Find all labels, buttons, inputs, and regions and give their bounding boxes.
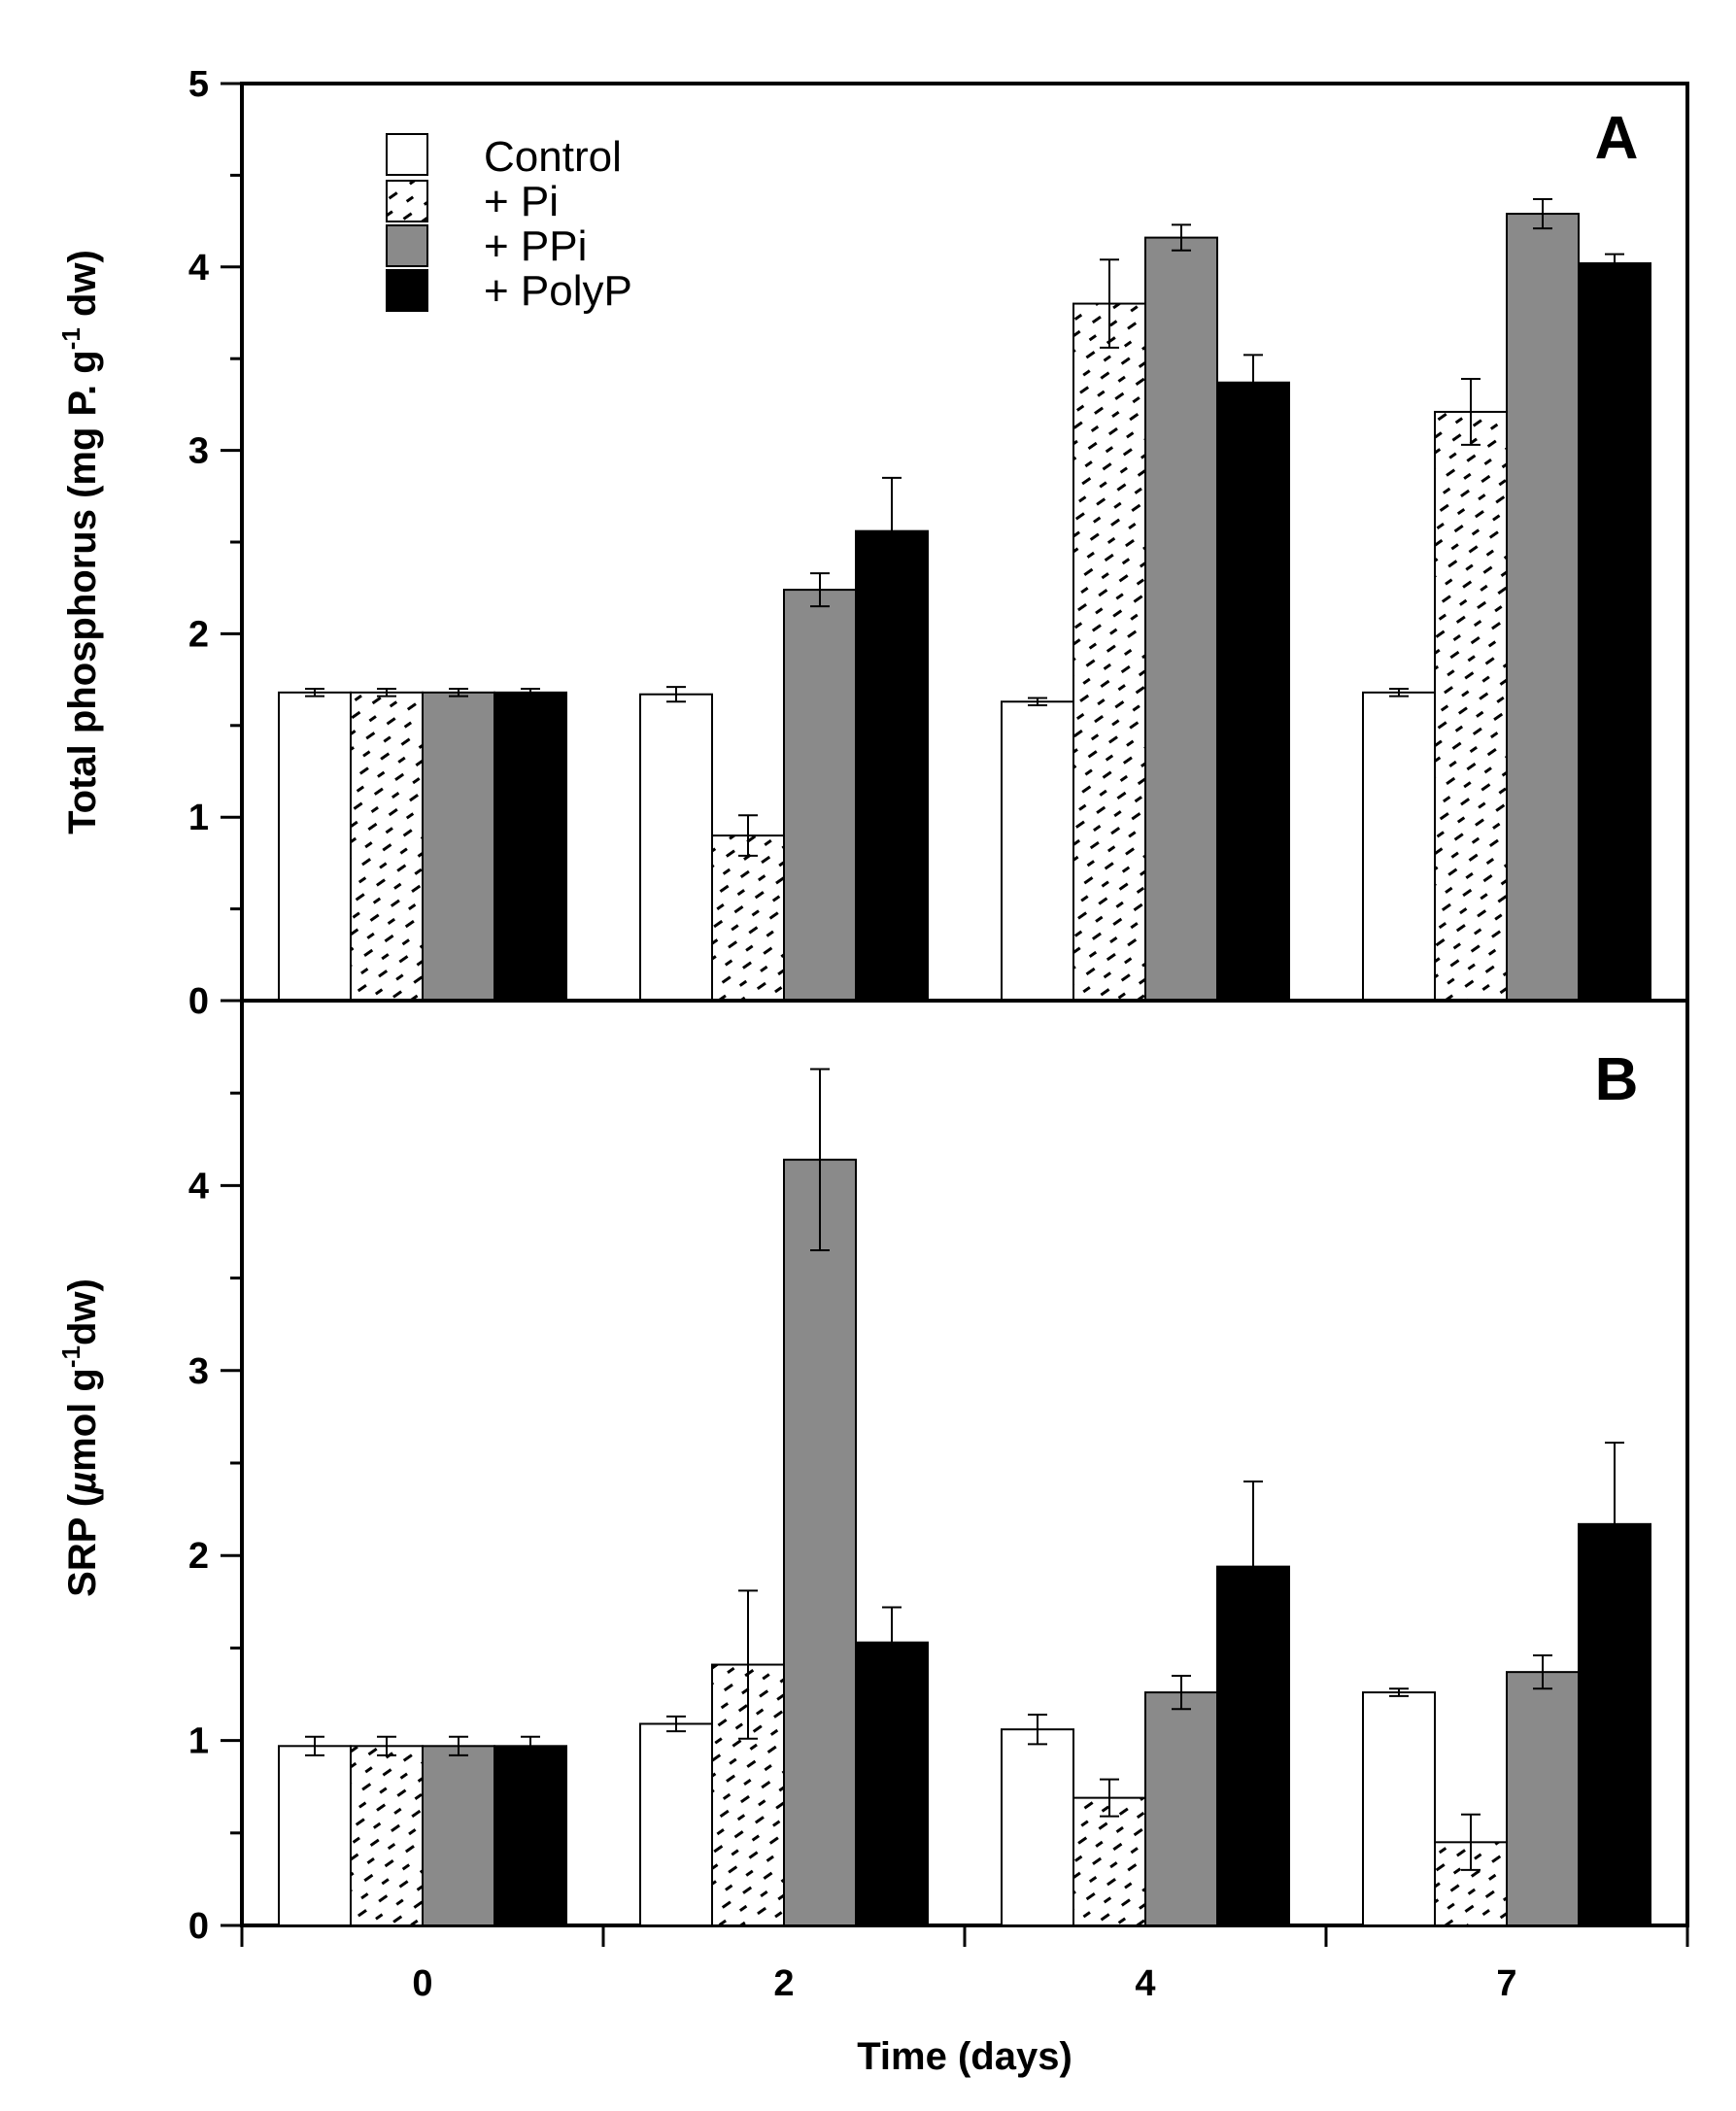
panel-b-label: B xyxy=(1595,1046,1639,1113)
panel-a-bar-ppi-day-0 xyxy=(422,691,495,1002)
panel-b-chart: 0 1 2 3 4 B SRP (µmol g-1dw) 0 2 4 7 Time (days… xyxy=(56,999,1689,2078)
panel-a-y-tick-label: 0 xyxy=(188,981,209,1022)
x-axis-title: Time (days) xyxy=(857,2035,1072,2078)
panel-a-bars xyxy=(278,197,1651,1003)
legend-label-control: Control xyxy=(484,133,622,181)
x-axis: 0 2 4 7 xyxy=(240,1925,1689,2004)
legend-item-polyp: + PolyP xyxy=(386,267,632,315)
panel-a-bar-control-day-2 xyxy=(639,693,713,1002)
panel-b-bar-pi-day-0 xyxy=(350,1745,424,1927)
panel-a-y-tick-label: 2 xyxy=(188,614,209,655)
panel-a-label: A xyxy=(1595,105,1639,172)
panel-b-y-tick-label: 0 xyxy=(188,1906,209,1947)
panel-b-bar-pi-day-4 xyxy=(1072,1796,1146,1927)
panel-a-bar-pi-day-7 xyxy=(1434,410,1508,1002)
panel-a-bar-pi-day-2 xyxy=(711,834,785,1003)
legend-swatch-polyp xyxy=(386,269,428,312)
panel-a-y-tick-label: 1 xyxy=(188,798,209,838)
panel-b-y-tick-label: 4 xyxy=(188,1166,209,1207)
x-tick-label-day-7: 7 xyxy=(1496,1963,1516,2004)
legend-item-control: Control xyxy=(386,133,622,181)
panel-b-y-tick-label: 2 xyxy=(188,1536,209,1577)
legend-item-pi: + Pi xyxy=(386,178,559,225)
x-tick-label-day-4: 4 xyxy=(1135,1963,1155,2004)
panel-b-y-axis: 0 1 2 3 4 xyxy=(188,999,242,1947)
panel-b-bar-polyp-day-2 xyxy=(855,1641,929,1926)
legend-label-ppi: + PPi xyxy=(484,222,587,270)
panel-b-bar-ppi-day-0 xyxy=(422,1745,495,1927)
x-tick-label-day-0: 0 xyxy=(412,1963,432,2004)
panel-a-y-axis-title: Total phosphorus (mg P. g-1 dw) xyxy=(56,250,104,834)
legend-item-ppi: + PPi xyxy=(386,222,587,270)
panel-a-y-tick-label: 3 xyxy=(188,431,209,472)
panel-a-bar-control-day-0 xyxy=(278,691,352,1002)
legend-label-polyp: + PolyP xyxy=(484,267,632,315)
panel-b-y-tick-label: 1 xyxy=(188,1721,209,1762)
panel-b-bar-polyp-day-0 xyxy=(494,1745,567,1927)
panel-b-bar-control-day-2 xyxy=(639,1722,713,1926)
panel-b-y-tick-label: 3 xyxy=(188,1351,209,1392)
panel-a-bar-control-day-7 xyxy=(1362,691,1436,1002)
panel-b-bar-control-day-4 xyxy=(1001,1728,1074,1927)
panel-b-bar-control-day-0 xyxy=(278,1745,352,1927)
panel-b-bar-ppi-day-2 xyxy=(783,1158,857,1926)
legend-swatch-ppi xyxy=(386,224,428,267)
panel-a-bar-polyp-day-7 xyxy=(1578,262,1651,1002)
x-tick-label-day-2: 2 xyxy=(773,1963,794,2004)
panel-a-bar-pi-day-0 xyxy=(350,691,424,1002)
legend: Control + Pi + PPi + PolyP xyxy=(386,133,632,315)
legend-swatch-pi xyxy=(386,180,428,222)
panel-a-bar-pi-day-4 xyxy=(1072,302,1146,1002)
panel-a-y-axis: 0 1 2 3 4 5 xyxy=(188,64,242,1022)
panel-b-bar-ppi-day-7 xyxy=(1506,1671,1580,1926)
panel-a-bar-polyp-day-4 xyxy=(1216,381,1290,1002)
panel-a-bar-polyp-day-2 xyxy=(855,529,929,1002)
panel-b-bars xyxy=(278,1068,1651,1927)
panel-a-chart: 0 1 2 3 4 5 A Total phosphorus (mg P. g-1 dw)… xyxy=(56,64,1689,1022)
panel-a-bar-ppi-day-4 xyxy=(1144,236,1218,1003)
panel-a-bar-ppi-day-7 xyxy=(1506,213,1580,1003)
legend-swatch-control xyxy=(386,133,428,176)
panel-a-y-tick-label: 4 xyxy=(188,248,209,289)
panel-a-bar-polyp-day-0 xyxy=(494,691,567,1002)
panel-a-bar-ppi-day-2 xyxy=(783,589,857,1002)
panel-a-y-tick-label: 5 xyxy=(188,64,209,105)
panel-b-bar-control-day-7 xyxy=(1362,1691,1436,1926)
panel-b-y-axis-title: SRP (µmol g-1dw) xyxy=(56,1278,104,1597)
panel-a-bar-control-day-4 xyxy=(1001,700,1074,1002)
legend-label-pi: + Pi xyxy=(484,178,559,225)
panel-b-bar-ppi-day-4 xyxy=(1144,1691,1218,1926)
